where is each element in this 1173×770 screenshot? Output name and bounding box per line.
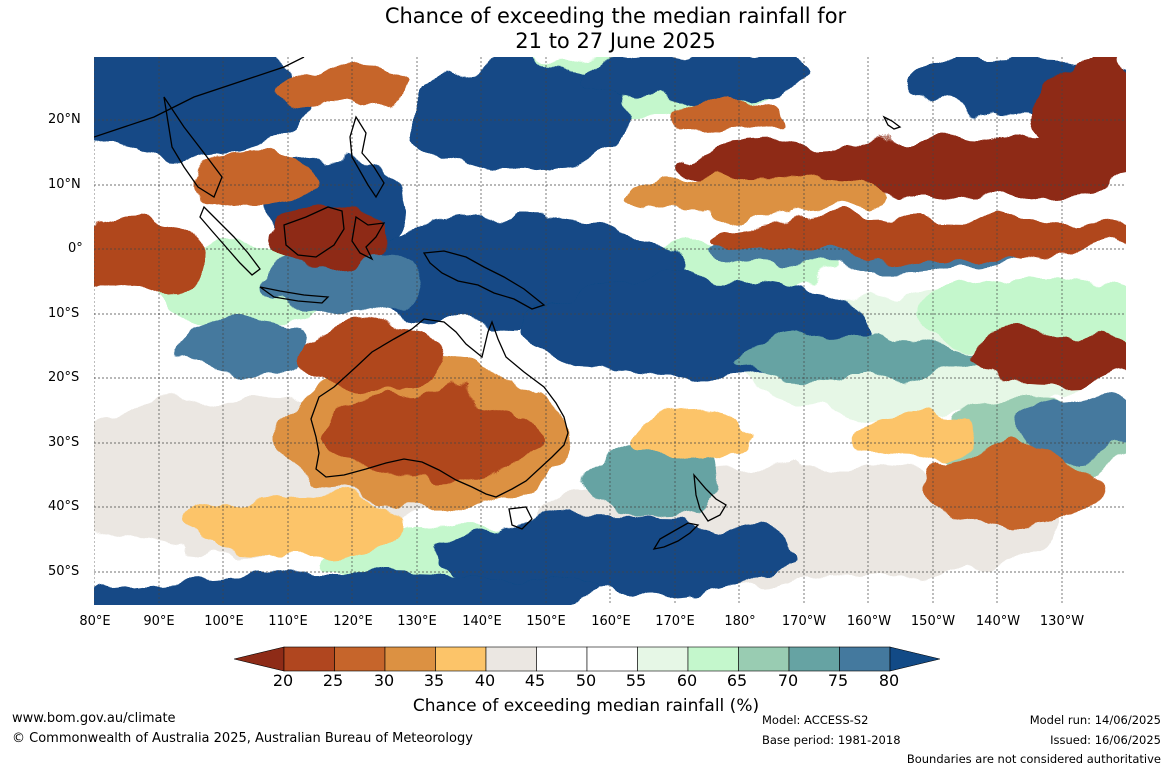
title-line-2: 21 to 27 June 2025 [515,29,716,53]
lat-label-20s: 20°S [48,370,80,385]
colorbar-segment [435,646,487,672]
colorbar-segment [738,646,790,672]
hawaii-coastline [882,115,902,130]
colorbar-segment [334,646,386,672]
lon-label-130e: 130°E [397,614,437,629]
title-line-1: Chance of exceeding the median rainfall … [384,4,847,28]
rainfall-map [94,57,1126,605]
copyright-notice: © Commonwealth of Australia 2025, Austra… [12,731,473,746]
colorbar-segment [384,646,436,672]
colorbar-segment [637,646,689,672]
lon-label-140e: 140°E [462,614,502,629]
lat-label-50s: 50°S [48,564,80,579]
base-period: Base period: 1981-2018 [762,733,901,747]
model-name: Model: ACCESS-S2 [762,713,869,727]
lon-label-150w: 150°W [910,614,956,629]
lon-label-90e: 90°E [143,614,175,629]
colorbar-tick-60: 60 [676,671,698,690]
lon-label-170e: 170°E [655,614,695,629]
borneo-coastline [283,206,345,258]
philippines-coastline [349,115,385,199]
lon-label-160w: 160°W [846,614,892,629]
colorbar-tick-20: 20 [272,671,294,690]
colorbar-tick-65: 65 [726,671,748,690]
map-title: Chance of exceeding the median rainfall … [0,4,1173,54]
lon-label-150e: 150°E [526,614,566,629]
boundaries-disclaimer: Boundaries are not considered authoritat… [906,752,1161,766]
colorbar-label: Chance of exceeding median rainfall (%) [412,696,760,716]
colorbar-tick-50: 50 [575,671,597,690]
lon-label-110e: 110°E [268,614,308,629]
new-zealand-north-coastline [693,473,727,522]
lon-label-100e: 100°E [204,614,244,629]
lon-label-120e: 120°E [333,614,373,629]
colorbar-tick-70: 70 [777,671,799,690]
sulawesi-coastline [351,215,386,261]
colorbar-tick-30: 30 [373,671,395,690]
colorbar-tick-45: 45 [524,671,546,690]
colorbar-segment [839,646,891,672]
colorbar-extend-low [234,646,285,672]
lat-label-20n: 20°N [48,112,81,127]
website-link[interactable]: www.bom.gov.au/climate [12,711,176,726]
colorbar-tick-40: 40 [474,671,496,690]
tasmania-coastline [508,506,533,530]
lon-label-80e: 80°E [79,614,111,629]
colorbar-tick-55: 55 [625,671,647,690]
lat-label-equator: 0° [68,241,83,256]
colorbar-tick-80: 80 [878,671,900,690]
southeast-asia-coastline [94,57,305,198]
coastlines [94,57,902,550]
colorbar-segments [234,646,940,672]
sumatra-coastline [199,205,261,276]
colorbar-segment [536,646,588,672]
lat-label-10n: 10°N [48,177,81,192]
lon-label-160e: 160°E [591,614,631,629]
colorbar-segment [687,646,739,672]
lon-label-130w: 130°W [1039,614,1085,629]
colorbar-tick-35: 35 [423,671,445,690]
lon-label-170w: 170°W [781,614,827,629]
java-coastline [259,286,330,304]
new-zealand-south-coastline [652,522,700,550]
issued-date: Issued: 16/06/2025 [1050,733,1161,747]
colorbar-extend-high [889,646,940,672]
lon-label-140w: 140°W [975,614,1021,629]
lat-label-40s: 40°S [48,499,80,514]
probability-patches [94,57,1126,605]
graticule [94,57,1126,605]
australia-coastline [310,318,569,498]
model-run-date: Model run: 14/06/2025 [1029,713,1161,727]
lat-label-30s: 30°S [48,435,80,450]
colorbar-tick-25: 25 [322,671,344,690]
lon-label-180: 180° [724,614,756,629]
colorbar-segment [485,646,537,672]
lat-label-10s: 10°S [48,306,80,321]
new-guinea-coastline [422,250,546,310]
colorbar-segment [586,646,638,672]
colorbar-segment [788,646,840,672]
rainfall-probability-field [94,57,1126,605]
colorbar [234,646,940,672]
colorbar-tick-75: 75 [827,671,849,690]
colorbar-segment [283,646,335,672]
